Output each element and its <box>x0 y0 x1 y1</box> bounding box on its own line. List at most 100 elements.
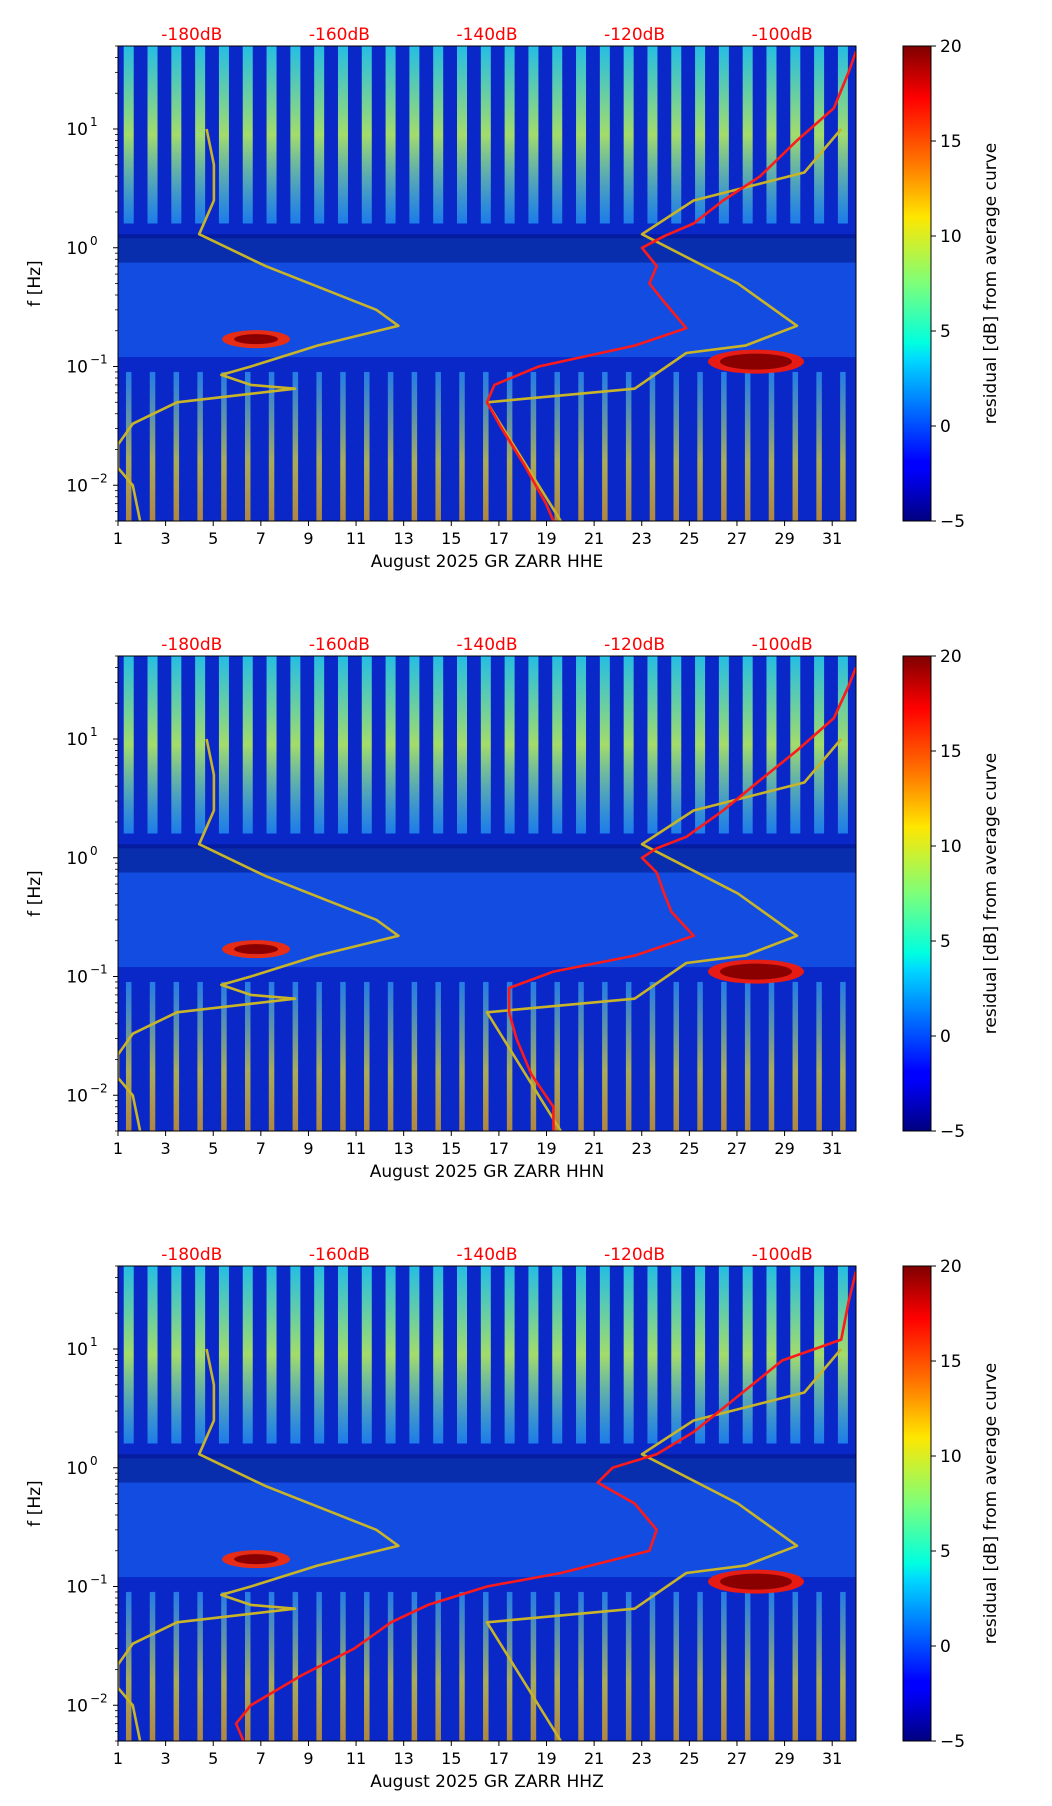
low-frequency-stripe <box>435 981 441 1131</box>
low-frequency-stripe <box>554 981 560 1131</box>
low-frequency-stripe <box>816 371 822 521</box>
low-frequency-stripe <box>530 371 537 521</box>
db-scale-label: -160dB <box>309 635 370 655</box>
day-stripe <box>218 656 229 834</box>
hotspot-core-early <box>234 1554 279 1565</box>
low-frequency-stripe <box>125 371 132 521</box>
reference-curve-2 <box>485 738 843 1131</box>
colorbar-tick-label: 5 <box>940 932 951 952</box>
db-scale-label: -160dB <box>309 1245 370 1265</box>
day-stripe <box>766 656 777 834</box>
heatmap-dark-band <box>118 844 856 873</box>
x-tick-label: 27 <box>727 529 747 548</box>
x-tick-label: 11 <box>346 1139 366 1158</box>
day-stripe <box>409 46 420 224</box>
x-tick-label: 1 <box>113 1139 123 1158</box>
x-tick-label: 25 <box>679 1139 699 1158</box>
x-tick-label: 15 <box>441 1139 461 1158</box>
x-tick-label: 27 <box>727 1139 747 1158</box>
x-tick-label: 13 <box>393 529 413 548</box>
low-frequency-stripe <box>197 981 203 1131</box>
day-stripe <box>576 46 587 224</box>
low-frequency-stripe <box>578 1591 584 1741</box>
y-tick-exponent: 1 <box>90 1335 98 1349</box>
low-frequency-stripe <box>411 371 418 521</box>
x-tick-label: 1 <box>113 1749 123 1768</box>
low-frequency-stripe <box>792 1591 799 1741</box>
day-stripe <box>147 46 158 224</box>
low-frequency-stripe <box>816 1591 822 1741</box>
y-tick-label: 10 <box>66 730 88 750</box>
x-tick-label: 23 <box>632 529 652 548</box>
low-frequency-stripe <box>435 371 441 521</box>
y-tick-exponent: 0 <box>90 1454 98 1468</box>
day-stripe <box>480 1266 491 1444</box>
x-tick-label: 13 <box>393 1749 413 1768</box>
db-scale-label: -120dB <box>604 25 665 45</box>
colorbar-tick-label: 20 <box>940 37 962 57</box>
y-tick-exponent: −2 <box>90 1081 108 1095</box>
low-frequency-stripe <box>625 1591 632 1741</box>
day-stripe <box>337 1266 348 1444</box>
low-frequency-stripe <box>340 1591 346 1741</box>
colorbar-tick-label: −5 <box>940 512 965 532</box>
day-stripe <box>171 656 182 834</box>
y-tick-exponent: 1 <box>90 115 98 129</box>
day-stripe <box>480 656 491 834</box>
low-frequency-stripe <box>744 1591 751 1741</box>
day-stripe <box>552 46 563 224</box>
x-tick-label: 9 <box>303 1139 313 1158</box>
x-tick-label: 25 <box>679 529 699 548</box>
low-frequency-stripe <box>268 1591 275 1741</box>
day-stripe <box>457 1266 468 1444</box>
low-frequency-stripe <box>411 1591 418 1741</box>
colorbar-tick-label: 0 <box>940 1027 951 1047</box>
low-frequency-stripe <box>649 1591 656 1741</box>
low-frequency-stripe <box>316 371 322 521</box>
low-frequency-stripe <box>292 1591 299 1741</box>
colorbar-tick-label: 20 <box>940 1257 962 1277</box>
x-tick-label: 29 <box>774 529 794 548</box>
low-frequency-stripe <box>721 371 727 521</box>
y-tick-label: 10 <box>66 476 88 496</box>
day-stripe <box>599 656 610 834</box>
day-stripe <box>457 46 468 224</box>
low-frequency-stripe <box>459 981 465 1131</box>
y-tick-exponent: 0 <box>90 844 98 858</box>
reference-curve-1 <box>118 128 400 521</box>
day-stripe <box>195 656 206 834</box>
colorbar-label: residual [dB] from average curve <box>981 1363 1001 1644</box>
low-frequency-stripe <box>625 981 632 1131</box>
reference-curve-2 <box>485 1348 843 1741</box>
low-frequency-stripe <box>578 981 584 1131</box>
low-frequency-stripe <box>602 981 608 1131</box>
y-tick-exponent: −1 <box>90 1573 108 1587</box>
colorbar <box>902 655 932 1132</box>
low-frequency-stripe <box>673 981 680 1131</box>
low-frequency-stripe <box>554 1591 560 1741</box>
x-tick-label: 17 <box>489 1139 509 1158</box>
colorbar <box>902 1265 932 1742</box>
heatmap-dark-band <box>118 1454 856 1483</box>
day-stripe <box>742 656 753 834</box>
db-scale-label: -120dB <box>604 1245 665 1265</box>
low-frequency-stripe <box>292 371 299 521</box>
day-stripe <box>242 656 253 834</box>
y-axis-label: f [Hz] <box>25 870 45 916</box>
x-tick-label: 17 <box>489 529 509 548</box>
reference-curve-1 <box>118 1348 400 1741</box>
day-stripe <box>552 1266 563 1444</box>
low-frequency-stripe <box>673 1591 680 1741</box>
y-axis-label: f [Hz] <box>25 1480 45 1526</box>
day-stripe <box>718 46 729 224</box>
x-tick-label: 21 <box>584 1749 604 1768</box>
low-frequency-stripe <box>173 371 180 521</box>
x-tick-label: 31 <box>822 529 842 548</box>
colorbar-tick-label: 10 <box>940 837 962 857</box>
day-stripe <box>409 1266 420 1444</box>
colorbar-tick-label: 0 <box>940 417 951 437</box>
day-stripe <box>528 46 539 224</box>
day-stripe <box>647 1266 658 1444</box>
x-tick-label: 9 <box>303 529 313 548</box>
